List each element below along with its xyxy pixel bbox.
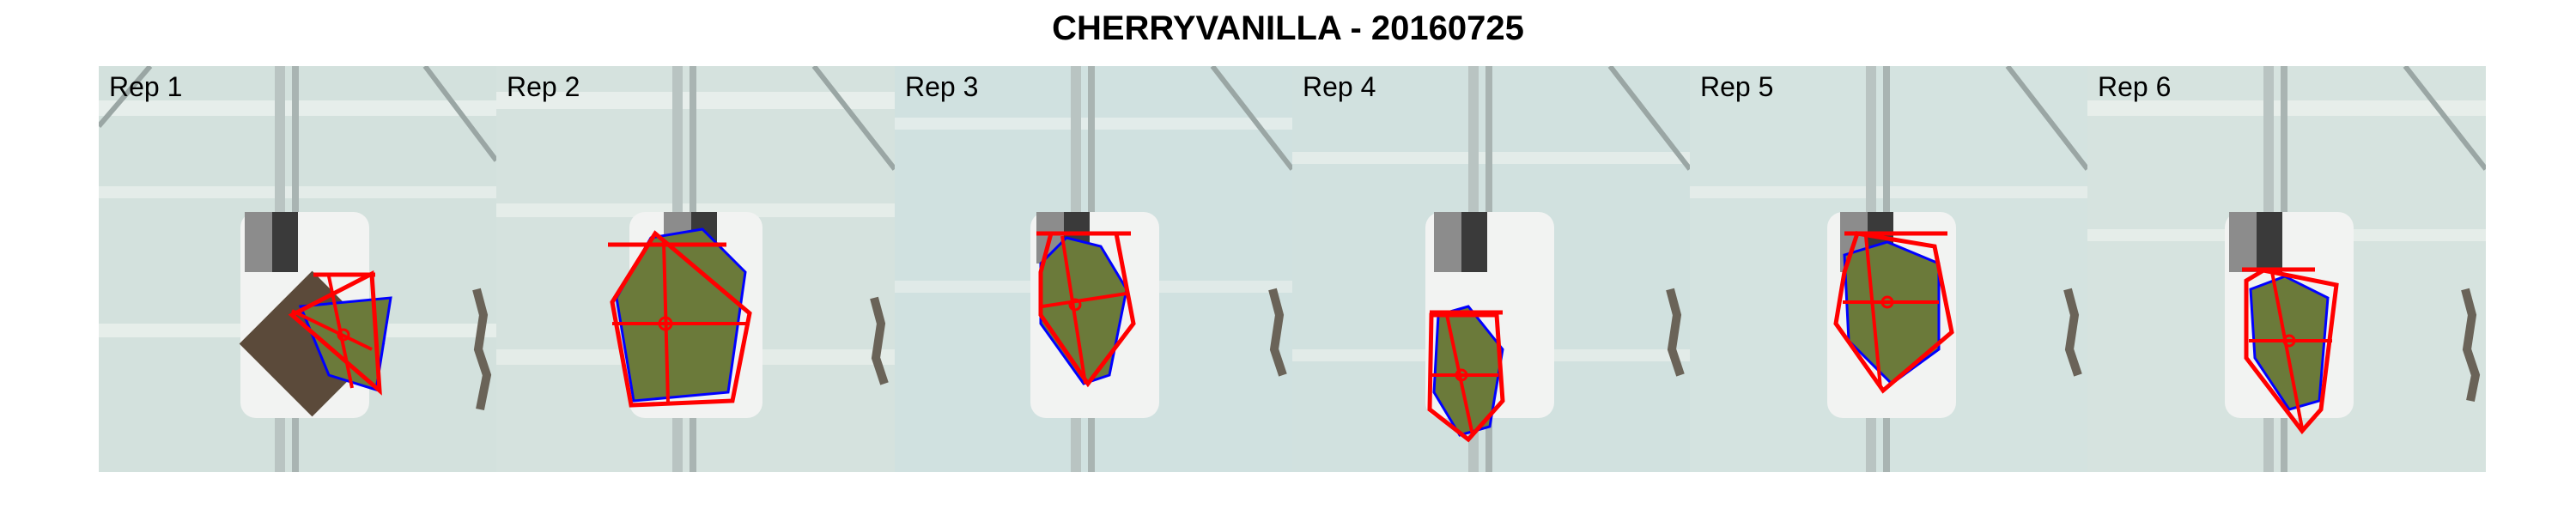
plant-image	[1292, 66, 1690, 472]
rep-label: Rep 4	[1303, 71, 1376, 102]
panel-rep-3: Rep 3	[895, 66, 1292, 472]
panel-rep-4: Rep 4	[1292, 66, 1690, 472]
rep-label: Rep 2	[507, 71, 580, 102]
rep-label: Rep 5	[1700, 71, 1774, 102]
rep-label: Rep 1	[109, 71, 183, 102]
rep-label: Rep 6	[2098, 71, 2172, 102]
plant-image	[99, 66, 496, 472]
plant-image	[496, 66, 895, 472]
panel-rep-2: Rep 2	[496, 66, 895, 472]
plant-image	[2087, 66, 2486, 472]
figure-title: CHERRYVANILLA - 20160725	[1052, 9, 1524, 47]
panel-rep-6: Rep 6	[2087, 66, 2486, 472]
rep-label: Rep 3	[905, 71, 979, 102]
image-strip: Rep 1 Rep 2	[99, 66, 2486, 472]
plant-image	[895, 66, 1292, 472]
panel-rep-5: Rep 5	[1690, 66, 2087, 472]
plant-image	[1690, 66, 2087, 472]
panel-rep-1: Rep 1	[99, 66, 496, 472]
